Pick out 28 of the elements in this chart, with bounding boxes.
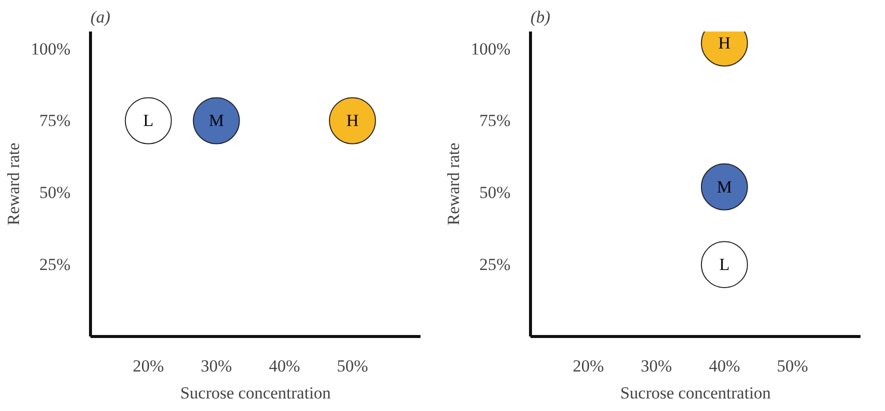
y-tick-label: 100% bbox=[30, 39, 71, 58]
chart-title: (b) bbox=[530, 8, 551, 26]
y-axis-title: Reward rate bbox=[444, 142, 463, 226]
x-tick-label: 40% bbox=[708, 356, 740, 376]
series-label: L bbox=[143, 111, 154, 130]
y-tick-label: 25% bbox=[479, 255, 511, 274]
y-tick-label: 50% bbox=[39, 183, 71, 202]
x-tick-label: 30% bbox=[200, 356, 232, 376]
x-tick-label: 20% bbox=[572, 356, 604, 376]
x-tick-label: 40% bbox=[268, 356, 300, 376]
y-tick-label: 25% bbox=[39, 255, 71, 274]
x-tick-label: 50% bbox=[336, 356, 368, 376]
y-tick-label: 100% bbox=[470, 39, 511, 58]
series-label: H bbox=[346, 111, 359, 130]
series-label: L bbox=[719, 255, 730, 274]
series-label: M bbox=[716, 177, 732, 196]
series-label: M bbox=[208, 111, 224, 130]
x-tick-label: 30% bbox=[640, 356, 672, 376]
x-axis-title: Sucrose concentration bbox=[620, 384, 772, 402]
y-axis-title: Reward rate bbox=[4, 142, 23, 226]
y-tick-label: 75% bbox=[479, 111, 511, 130]
y-tick-label: 50% bbox=[479, 183, 511, 202]
y-tick-label: 75% bbox=[39, 111, 71, 130]
x-tick-label: 20% bbox=[132, 356, 164, 376]
chart-title: (a) bbox=[90, 8, 111, 26]
x-tick-label: 50% bbox=[776, 356, 808, 376]
series-label: H bbox=[718, 34, 731, 53]
x-axis-title: Sucrose concentration bbox=[180, 384, 332, 402]
